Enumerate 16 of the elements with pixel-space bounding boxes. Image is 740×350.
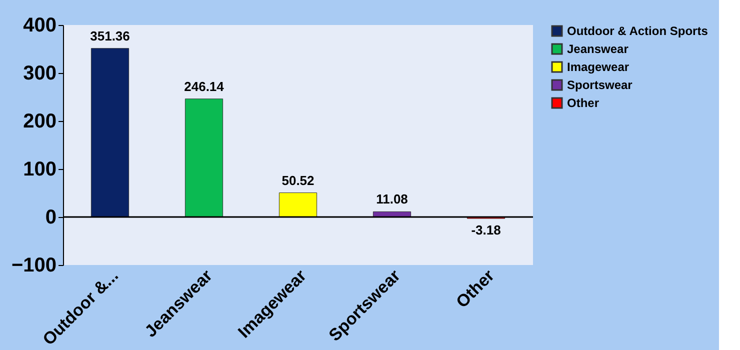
y-tick-label: −100	[11, 254, 56, 276]
legend-label: Jeanswear	[567, 42, 629, 56]
data-label: -3.18	[471, 222, 501, 238]
legend-label: Outdoor & Action Sports	[567, 24, 708, 38]
legend-label: Other	[567, 96, 600, 110]
y-tick-label: 200	[23, 110, 56, 132]
data-label: 11.08	[376, 192, 408, 207]
y-tick-label: 100	[23, 158, 56, 180]
y-tick-label: 0	[45, 206, 56, 228]
legend-label: Imagewear	[567, 60, 630, 74]
data-label: 50.52	[282, 172, 314, 188]
data-label: 246.14	[184, 78, 225, 94]
y-tick-label: 300	[23, 62, 56, 84]
y-tick-label: 400	[23, 14, 56, 36]
data-label: 351.36	[90, 28, 130, 44]
legend-label: Sportswear	[567, 78, 633, 92]
